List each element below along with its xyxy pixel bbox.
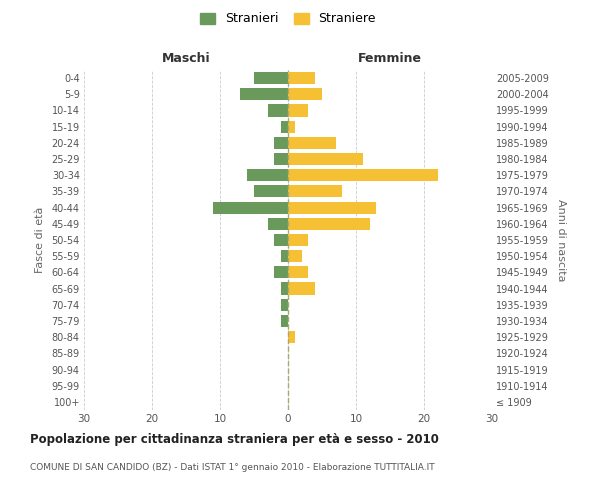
Text: Popolazione per cittadinanza straniera per età e sesso - 2010: Popolazione per cittadinanza straniera p…	[30, 432, 439, 446]
Bar	[281, 282, 288, 294]
Bar	[268, 104, 288, 117]
Bar	[274, 266, 288, 278]
Bar	[281, 250, 288, 262]
Bar	[288, 88, 322, 101]
Bar	[288, 104, 308, 117]
Bar	[268, 218, 288, 230]
Y-axis label: Fasce di età: Fasce di età	[35, 207, 44, 273]
Bar	[281, 315, 288, 327]
Bar	[288, 72, 315, 84]
Text: COMUNE DI SAN CANDIDO (BZ) - Dati ISTAT 1° gennaio 2010 - Elaborazione TUTTITALI: COMUNE DI SAN CANDIDO (BZ) - Dati ISTAT …	[30, 462, 434, 471]
Y-axis label: Anni di nascita: Anni di nascita	[556, 198, 566, 281]
Bar	[247, 169, 288, 181]
Bar	[213, 202, 288, 213]
Bar	[288, 250, 302, 262]
Bar	[274, 234, 288, 246]
Bar	[288, 137, 335, 149]
Bar	[288, 234, 308, 246]
Bar	[281, 120, 288, 132]
Bar	[241, 88, 288, 101]
Bar	[288, 169, 437, 181]
Bar	[274, 153, 288, 165]
Bar	[288, 120, 295, 132]
Bar	[288, 331, 295, 343]
Text: Maschi: Maschi	[161, 52, 211, 65]
Bar	[281, 298, 288, 311]
Bar	[254, 186, 288, 198]
Bar	[288, 282, 315, 294]
Text: Femmine: Femmine	[358, 52, 422, 65]
Bar	[288, 218, 370, 230]
Bar	[288, 153, 363, 165]
Bar	[288, 186, 343, 198]
Bar	[254, 72, 288, 84]
Legend: Stranieri, Straniere: Stranieri, Straniere	[196, 8, 380, 29]
Bar	[288, 202, 376, 213]
Bar	[288, 266, 308, 278]
Bar	[274, 137, 288, 149]
